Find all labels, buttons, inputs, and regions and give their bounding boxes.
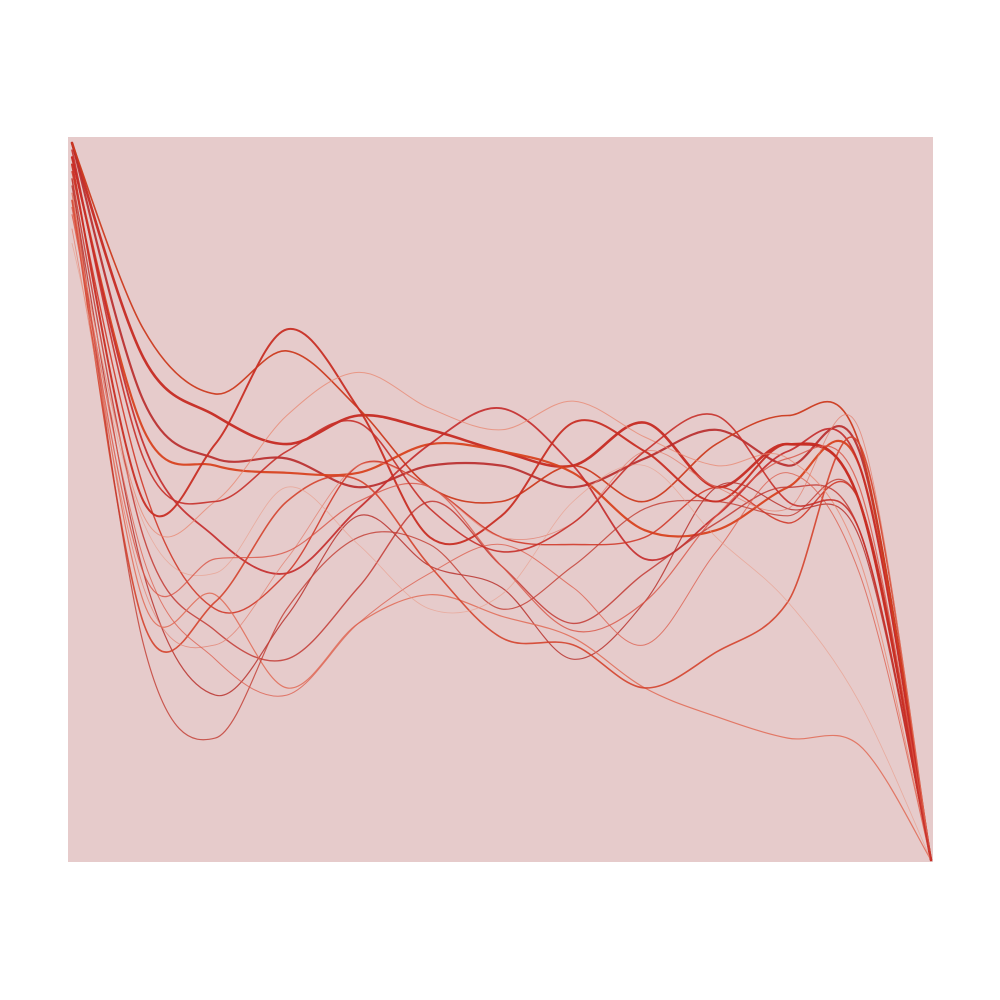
curve-line-9 xyxy=(71,192,932,861)
curve-line-13 xyxy=(71,214,932,861)
curve-line-18 xyxy=(71,149,932,861)
curve-line-2 xyxy=(70,141,933,862)
curve-group xyxy=(70,141,933,862)
curve-line-4 xyxy=(70,156,933,862)
curve-line-12 xyxy=(71,163,932,861)
curve-line-11 xyxy=(71,178,932,861)
curve-line-5 xyxy=(71,156,932,861)
curve-line-15 xyxy=(71,214,932,861)
curve-line-10 xyxy=(71,199,932,861)
curve-line-8 xyxy=(71,185,932,861)
curve-line-16 xyxy=(71,243,932,861)
art-panel-background xyxy=(68,137,933,862)
curve-line-14 xyxy=(71,228,932,861)
curve-line-7 xyxy=(71,178,932,861)
curve-line-17 xyxy=(71,206,932,861)
curve-line-3 xyxy=(71,142,932,861)
